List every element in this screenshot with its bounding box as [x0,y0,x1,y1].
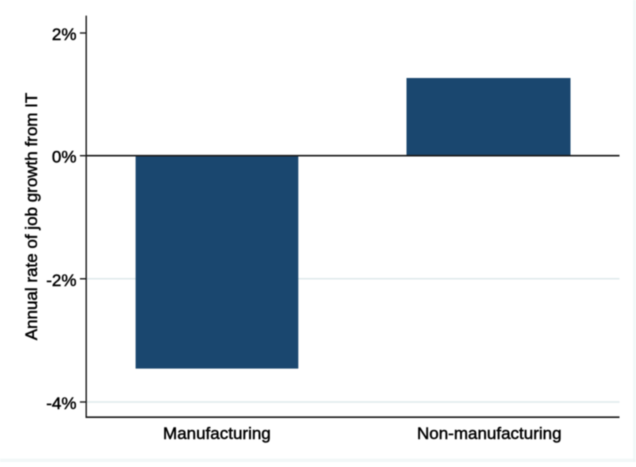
svg-text:Manufacturing: Manufacturing [163,424,271,443]
svg-text:Annual rate of job growth from: Annual rate of job growth from IT [22,93,41,341]
svg-text:2%: 2% [52,25,77,44]
svg-text:-2%: -2% [46,271,76,290]
svg-text:Non-manufacturing: Non-manufacturing [417,424,562,443]
svg-text:0%: 0% [52,148,77,167]
svg-text:-4%: -4% [46,394,76,413]
